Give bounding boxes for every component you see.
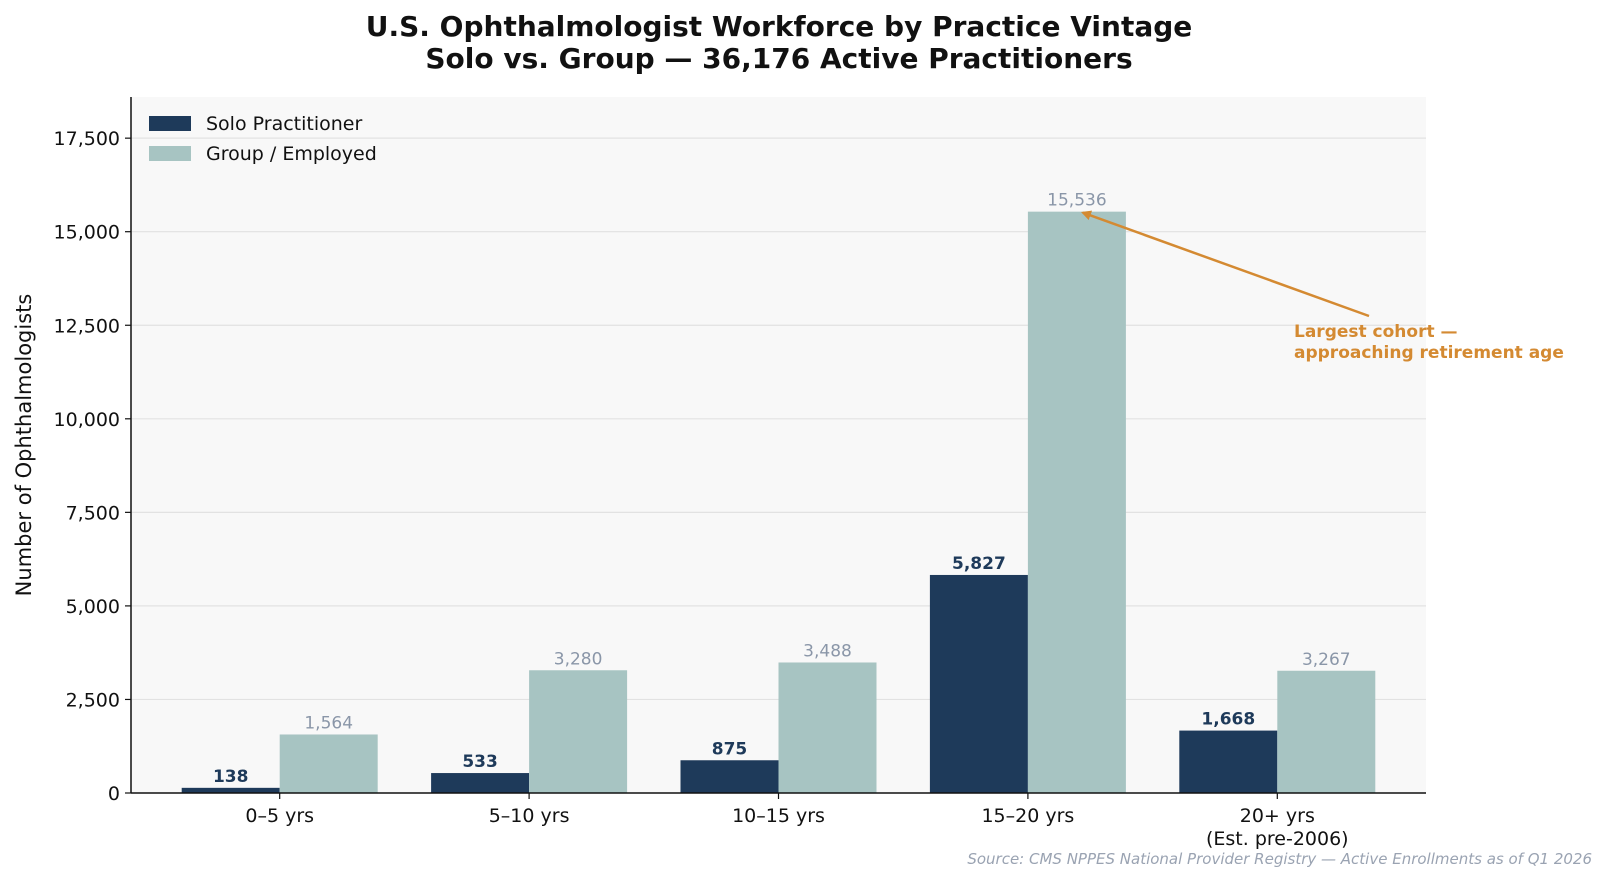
bar-label-group: 1,564 bbox=[304, 713, 353, 733]
x-tick-label: (Est. pre-2006) bbox=[1206, 828, 1349, 850]
bar-group bbox=[778, 662, 877, 793]
legend-label-solo: Solo Practitioner bbox=[206, 113, 362, 135]
bar-solo bbox=[431, 773, 530, 793]
bar-solo bbox=[929, 574, 1028, 793]
y-tick-label: 17,500 bbox=[54, 128, 120, 150]
bar-label-group: 3,488 bbox=[803, 641, 852, 661]
bar-label-group: 3,280 bbox=[554, 649, 603, 669]
bar-solo bbox=[1179, 730, 1278, 793]
bar-label-group: 3,267 bbox=[1302, 650, 1351, 670]
bar-label-solo: 138 bbox=[213, 767, 249, 787]
bar-label-group: 15,536 bbox=[1047, 191, 1106, 211]
x-tick-label: 15–20 yrs bbox=[981, 805, 1074, 827]
source-note: Source: CMS NPPES National Provider Regi… bbox=[967, 850, 1592, 868]
y-tick-label: 7,500 bbox=[66, 502, 120, 524]
y-tick-label: 10,000 bbox=[54, 409, 120, 431]
x-tick-label: 20+ yrs bbox=[1240, 805, 1315, 827]
legend-swatch-solo bbox=[149, 116, 191, 131]
bar-group bbox=[279, 734, 378, 793]
bar-solo bbox=[181, 787, 280, 793]
legend-swatch-group bbox=[149, 146, 191, 161]
y-tick-label: 2,500 bbox=[66, 689, 120, 711]
bar-group bbox=[1027, 211, 1126, 794]
chart-title-line-1: U.S. Ophthalmologist Workforce by Practi… bbox=[366, 10, 1193, 43]
legend-label-group: Group / Employed bbox=[206, 143, 377, 165]
bar-label-solo: 875 bbox=[712, 739, 748, 759]
y-tick-label: 12,500 bbox=[54, 315, 120, 337]
x-tick-label: 10–15 yrs bbox=[732, 805, 825, 827]
annotation-text-line-2: approaching retirement age bbox=[1294, 343, 1564, 363]
legend: Solo Practitioner Group / Employed bbox=[149, 113, 377, 165]
bar-label-solo: 533 bbox=[462, 752, 498, 772]
y-axis-label: Number of Ophthalmologists bbox=[12, 294, 36, 597]
bar-solo bbox=[680, 760, 779, 793]
y-tick-label: 0 bbox=[108, 783, 120, 805]
x-tick-label: 0–5 yrs bbox=[245, 805, 314, 827]
bar-label-solo: 5,827 bbox=[952, 554, 1006, 574]
bar-group bbox=[529, 670, 628, 793]
annotation-text-line-1: Largest cohort — bbox=[1294, 322, 1458, 342]
x-tick-label: 5–10 yrs bbox=[489, 805, 570, 827]
bar-group bbox=[1277, 670, 1376, 793]
chart-title-line-2: Solo vs. Group — 36,176 Active Practitio… bbox=[425, 42, 1132, 75]
annotation-arrow bbox=[1081, 210, 1370, 318]
y-tick-label: 5,000 bbox=[66, 596, 120, 618]
bar-label-solo: 1,668 bbox=[1201, 710, 1255, 730]
y-tick-label: 15,000 bbox=[54, 222, 120, 244]
